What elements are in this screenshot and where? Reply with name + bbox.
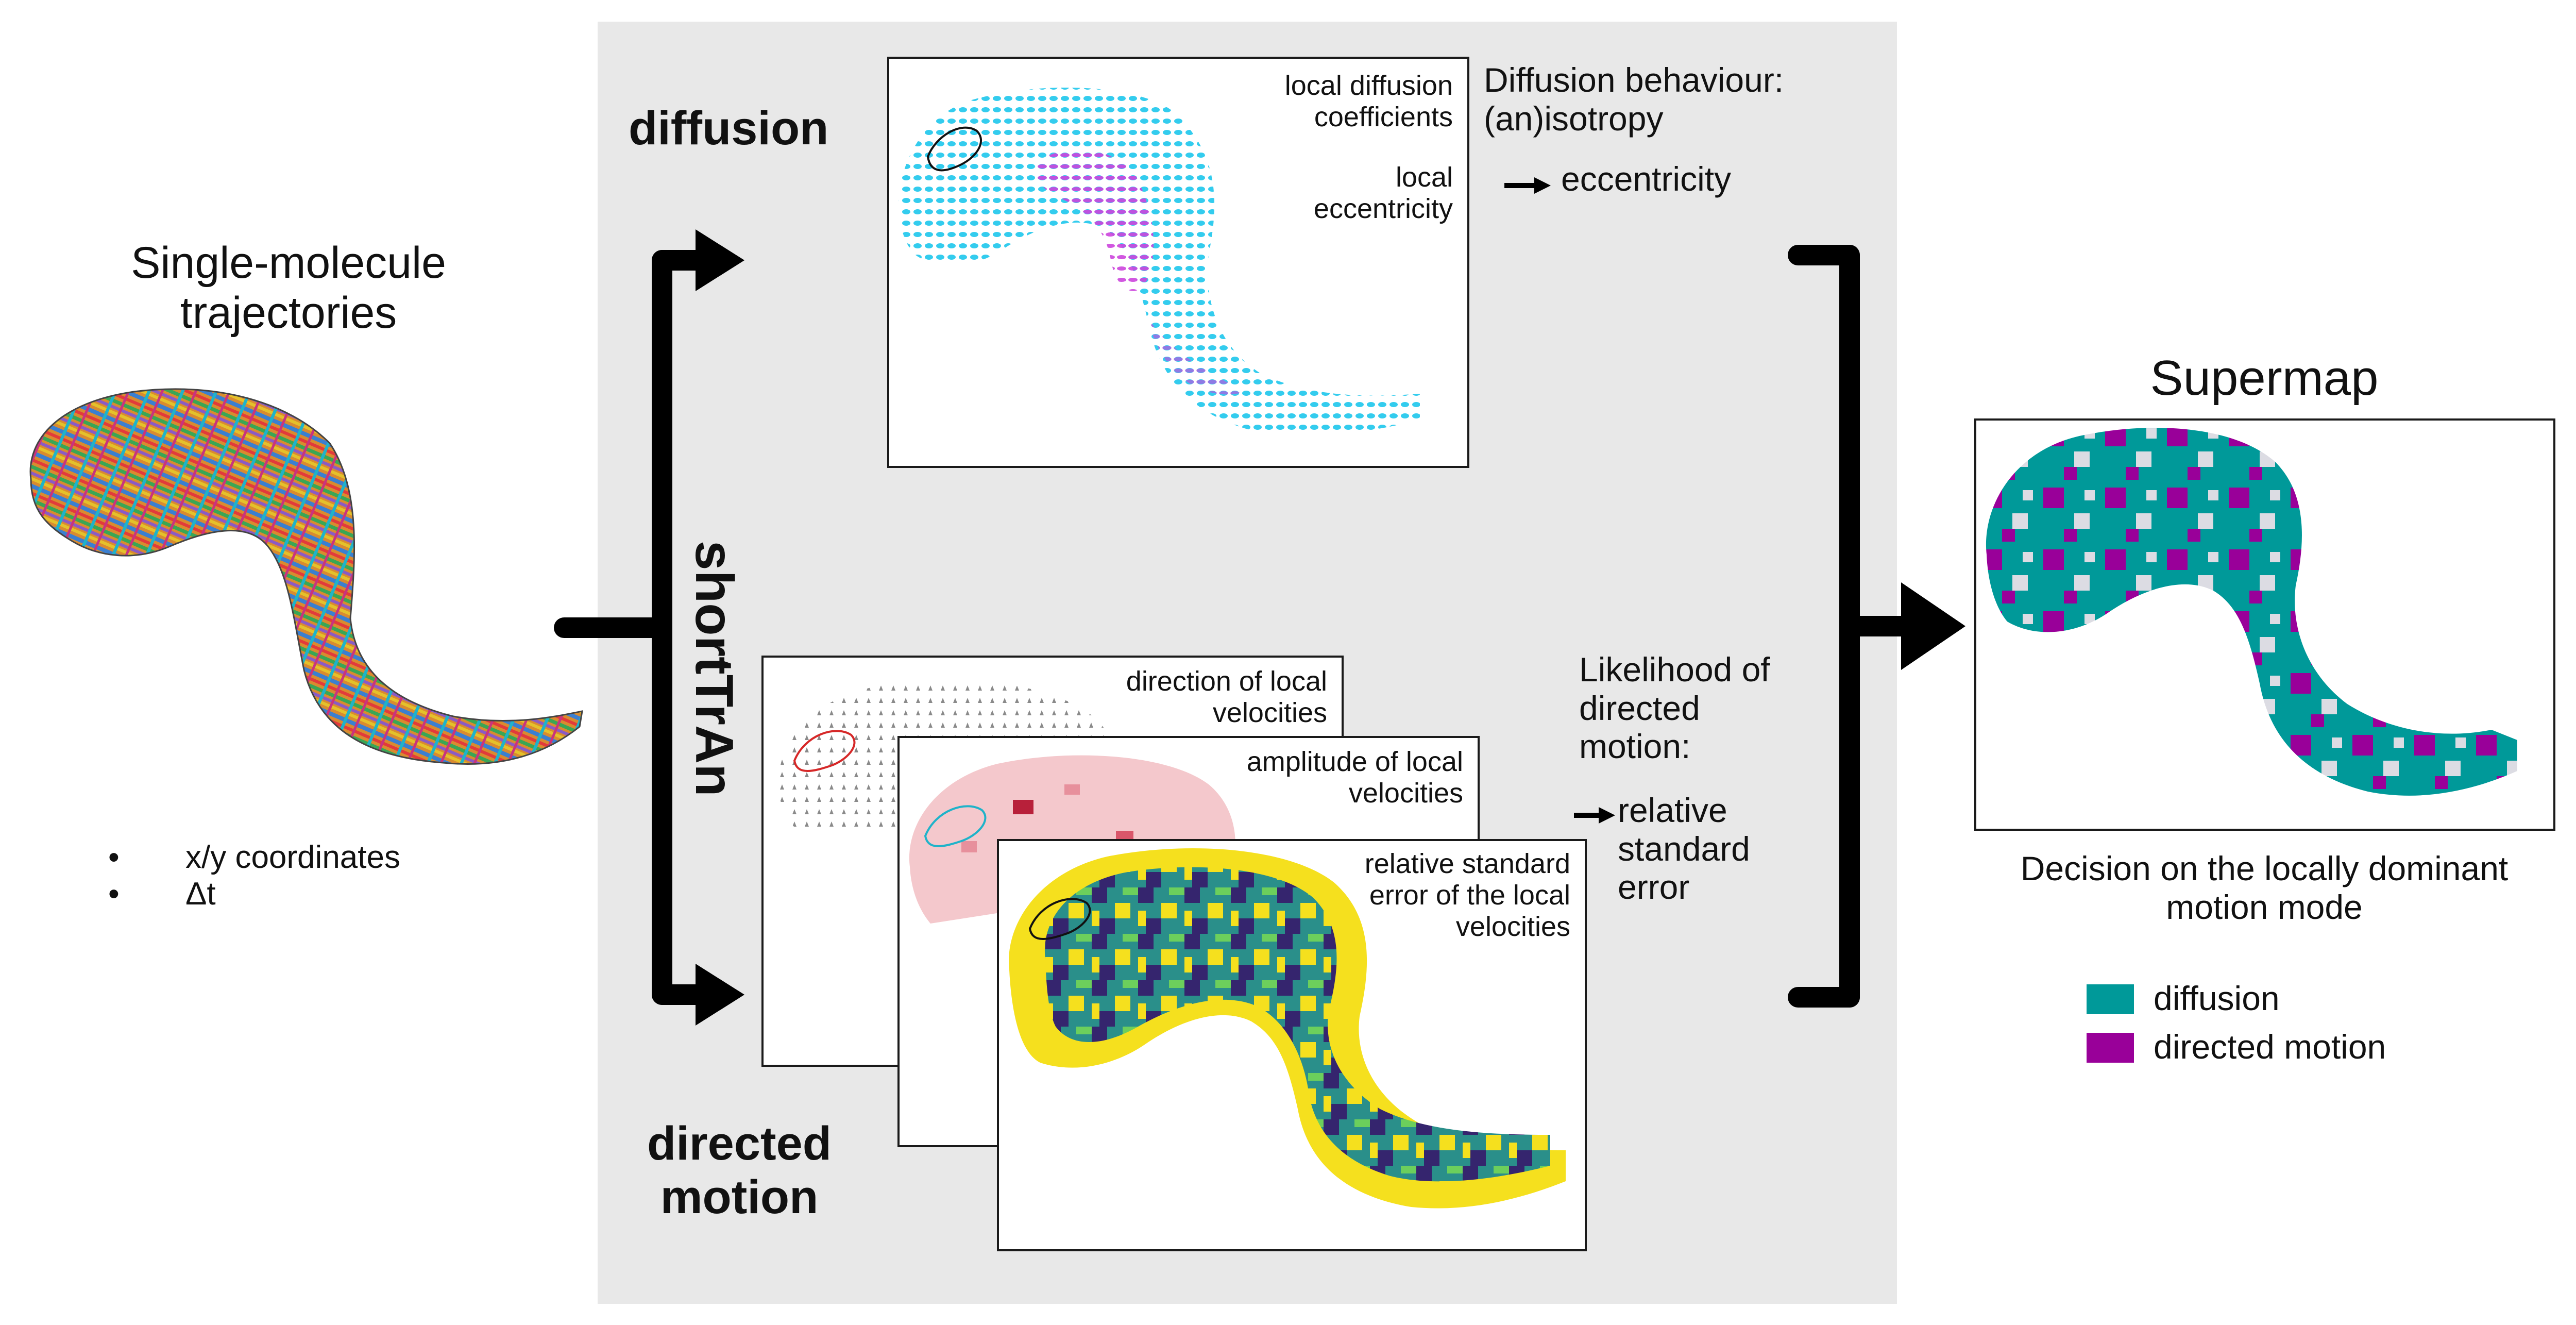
likelihood-measure-text: relative standard error xyxy=(1618,791,1750,907)
supermap-caption-line1: Decision on the locally dominant xyxy=(2020,849,2509,887)
legend-label-diffusion: diffusion xyxy=(2154,979,2280,1017)
rse-velocity-map: relative standard error of the local vel… xyxy=(997,839,1587,1251)
diffusion-map-shape xyxy=(899,88,1420,435)
diffusion-label: diffusion xyxy=(629,102,829,155)
diffusion-behaviour-line1: Diffusion behaviour: xyxy=(1484,61,1784,99)
likelihood-text: Likelihood of directed motion: xyxy=(1579,650,1770,766)
diffusion-behaviour-line2: (an)isotropy xyxy=(1484,99,1664,138)
rse-map-shape xyxy=(1009,848,1566,1209)
trajectory-cloud xyxy=(29,388,583,765)
eccentricity-arrow-icon xyxy=(1504,177,1551,194)
eccentricity-text: eccentricity xyxy=(1561,160,1732,198)
supermap xyxy=(1974,418,2555,831)
directed-motion-label: directed motion xyxy=(618,1117,860,1225)
directed-label-line2: motion xyxy=(660,1170,819,1223)
rse-map-label: relative standard error of the local vel… xyxy=(1364,848,1570,943)
diffusion-map-label-2: local eccentricity xyxy=(1313,162,1453,225)
bullet-item: • x/y coordinates xyxy=(108,840,400,875)
supermap-caption: Decision on the locally dominant motion … xyxy=(1953,849,2576,926)
supermap-shape xyxy=(1986,428,2517,796)
diffusion-map: local diffusion coefficients local eccen… xyxy=(887,57,1469,468)
likelihood-line3: motion: xyxy=(1579,727,1691,766)
bullet-item: • Δt xyxy=(108,876,216,912)
legend-swatch-directed xyxy=(2087,1033,2134,1063)
legend-label-directed: directed motion xyxy=(2154,1028,2386,1066)
roi-outline-black xyxy=(1028,898,1091,940)
direction-map-label: direction of local velocities xyxy=(1126,666,1327,729)
roi-outline xyxy=(926,126,982,172)
trajectories-title-line2: trajectories xyxy=(180,288,397,338)
diffusion-map-label-1: local diffusion coefficients xyxy=(1284,70,1453,133)
trajectories-title: Single-molecule trajectories xyxy=(93,238,484,338)
supermap-caption-line2: motion mode xyxy=(2166,887,2363,926)
roi-outline-red xyxy=(793,730,856,772)
likelihood-arrow-icon xyxy=(1574,807,1615,824)
legend-swatch-diffusion xyxy=(2087,984,2134,1014)
diffusion-behaviour-text: Diffusion behaviour: (an)isotropy xyxy=(1484,61,1784,138)
supermap-title: Supermap xyxy=(2150,350,2379,406)
roi-outline-cyan xyxy=(924,805,987,847)
likelihood-line1: Likelihood of xyxy=(1579,650,1770,689)
trajectories-title-line1: Single-molecule xyxy=(131,238,446,288)
amplitude-map-label: amplitude of local velocities xyxy=(1246,746,1463,809)
likelihood-line2: directed xyxy=(1579,689,1700,727)
bullet-list: • x/y coordinates • Δt xyxy=(108,839,400,913)
directed-label-line1: directed xyxy=(647,1117,832,1170)
